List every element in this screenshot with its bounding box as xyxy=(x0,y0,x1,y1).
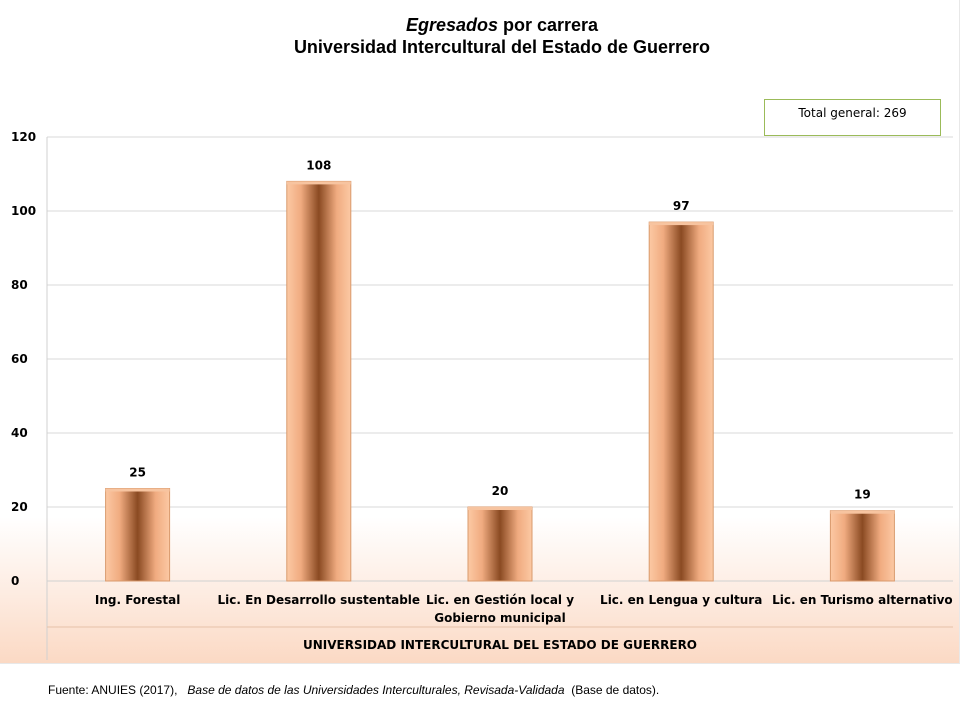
category-label: Lic. En Desarrollo sustentable xyxy=(218,593,421,607)
bar-cap xyxy=(105,488,170,492)
y-tick-label: 120 xyxy=(11,130,36,144)
bar xyxy=(286,180,352,582)
bar-chart: 0 20 40 60 80 100 120 25 Ing. Forestal 108 Lic. E… xyxy=(11,130,953,660)
bar-cap xyxy=(468,507,532,510)
bar xyxy=(829,510,895,582)
chart-title: Egresados por carrera Universidad Interc… xyxy=(0,14,960,58)
y-tick-label: 40 xyxy=(11,426,28,440)
grid-layer xyxy=(47,136,953,508)
label-layer: 25 Ing. Forestal 108 Lic. En Desarrollo sus… xyxy=(95,158,953,652)
category-label: Lic. en Lengua y cultura xyxy=(600,593,762,607)
data-label: 97 xyxy=(673,199,690,213)
category-label: Lic. en Turismo alternativo xyxy=(772,593,953,607)
bar-layer xyxy=(105,180,895,582)
x-axis-label: UNIVERSIDAD INTERCULTURAL DEL ESTADO DE … xyxy=(303,638,697,652)
data-label: 108 xyxy=(306,158,331,172)
bar xyxy=(648,221,714,582)
source-suffix: (Base de datos). xyxy=(571,683,660,697)
y-tick-label: 80 xyxy=(11,278,28,292)
bar xyxy=(105,488,171,582)
y-tick-label: 60 xyxy=(11,352,28,366)
bar-cap xyxy=(830,510,895,514)
total-box: Total general: 269 xyxy=(764,99,941,136)
title-rest: por carrera xyxy=(497,15,599,35)
source-prefix: Fuente: ANUIES (2017), xyxy=(48,683,178,697)
y-tick-label: 0 xyxy=(11,574,19,588)
y-tick-label: 20 xyxy=(11,500,28,514)
bar-cap xyxy=(286,181,351,185)
data-label: 19 xyxy=(854,488,871,502)
source-note: Fuente: ANUIES (2017), Base de datos de … xyxy=(48,683,659,697)
bar xyxy=(467,506,533,582)
y-tick-label: 100 xyxy=(11,204,36,218)
data-label: 20 xyxy=(492,484,509,498)
category-label: Lic. en Gestión local y xyxy=(426,593,574,607)
axis-layer: 0 20 40 60 80 100 120 xyxy=(11,130,953,660)
category-label: Ing. Forestal xyxy=(95,593,180,607)
title-line2: Universidad Intercultural del Estado de … xyxy=(293,37,711,57)
source-italic: Base de datos de las Universidades Inter… xyxy=(187,683,565,697)
bar-cap xyxy=(649,222,714,226)
category-label: Gobierno municipal xyxy=(434,611,566,625)
total-label: Total general: 269 xyxy=(798,106,907,120)
data-label: 25 xyxy=(129,466,146,480)
title-italic: Egresados xyxy=(405,15,498,35)
